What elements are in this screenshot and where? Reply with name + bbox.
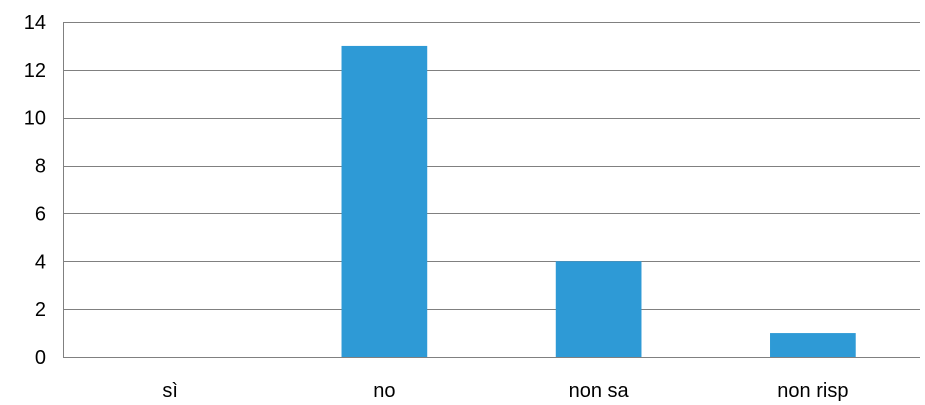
gridlines <box>63 22 920 358</box>
y-tick-label: 12 <box>24 60 46 82</box>
x-category-label: sì <box>162 380 178 402</box>
y-tick-label: 0 <box>35 347 46 369</box>
bars <box>341 45 856 358</box>
y-tick-label: 2 <box>35 299 46 321</box>
x-category-label: non sa <box>569 380 630 402</box>
y-tick-label: 14 <box>24 12 46 34</box>
bar-2 <box>555 261 642 357</box>
y-tick-label: 6 <box>35 203 46 225</box>
bar-1 <box>341 45 428 358</box>
y-axis-ticks: 0 2 4 6 8 10 12 14 <box>24 12 46 369</box>
axes <box>63 22 920 358</box>
y-tick-label: 10 <box>24 108 46 130</box>
x-category-label: non risp <box>777 380 848 402</box>
x-category-label: no <box>373 380 395 402</box>
bar-3 <box>770 333 856 357</box>
x-axis-categories: sì no non sa non risp <box>162 380 848 402</box>
y-tick-label: 8 <box>35 156 46 178</box>
y-tick-label: 4 <box>35 251 46 273</box>
